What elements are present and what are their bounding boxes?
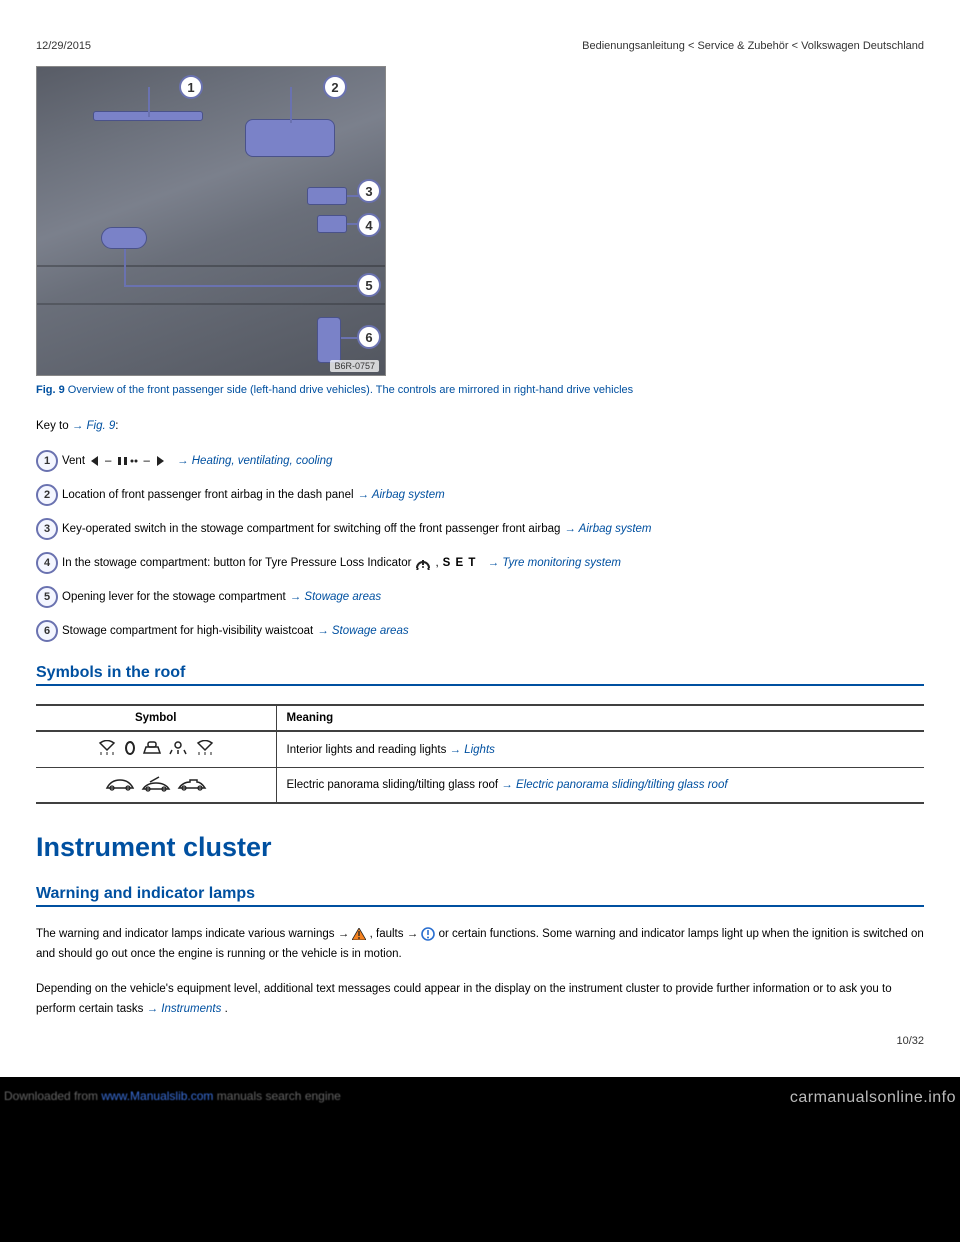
arrow: →: [338, 928, 350, 940]
zero-icon: [124, 740, 136, 756]
symbols-table: Symbol Meaning Interior lights and readi…: [36, 704, 924, 804]
page-number: 10/32: [36, 1035, 924, 1047]
item-number-icon: 3: [36, 518, 58, 540]
meaning-cell: Interior lights and reading lights → Lig…: [276, 731, 924, 768]
item-number-icon: 2: [36, 484, 58, 506]
car-roof-tilt-icon: [141, 776, 171, 792]
item-number-icon: 5: [36, 586, 58, 608]
row-text: Electric panorama sliding/tilting glass …: [287, 779, 502, 791]
p1a: The warning and indicator lamps indicate…: [36, 928, 338, 940]
section-title-lamps: Warning and indicator lamps: [36, 885, 924, 907]
p2-link[interactable]: → Instruments: [147, 1003, 222, 1015]
figure-callout-5: 5: [357, 273, 381, 297]
arrow: →: [407, 928, 419, 940]
table-header-symbol: Symbol: [36, 705, 276, 731]
key-to-suffix: :: [115, 420, 118, 432]
vent-right-icon: [154, 455, 166, 467]
list-item: 1 Vent – – → Heating, ventilating, cooli…: [36, 450, 924, 472]
car-roof-open-icon: [177, 777, 207, 791]
light-rays-icon: [168, 740, 188, 756]
header-date: 12/29/2015: [36, 40, 91, 52]
figure-caption: Fig. 9 Overview of the front passenger s…: [36, 384, 924, 396]
figure-callout-2: 2: [323, 75, 347, 99]
vent-left-icon: [89, 455, 101, 467]
page-footer: Downloaded from www.Manualslib.com manua…: [0, 1085, 960, 1115]
list-item: 2 Location of front passenger front airb…: [36, 484, 924, 506]
list-item: 5 Opening lever for the stowage compartm…: [36, 586, 924, 608]
document-page: 12/29/2015 Bedienungsanleitung < Service…: [0, 0, 960, 1077]
row-link[interactable]: → Lights: [450, 744, 495, 756]
chapter-title: Instrument cluster: [36, 832, 924, 863]
page-header: 12/29/2015 Bedienungsanleitung < Service…: [36, 40, 924, 52]
list-item: 6 Stowage compartment for high-visibilit…: [36, 620, 924, 642]
item-link[interactable]: → Stowage areas: [290, 591, 381, 603]
symbol-cell: [36, 768, 276, 804]
item-link[interactable]: → Airbag system: [564, 523, 651, 535]
table-header-meaning: Meaning: [276, 705, 924, 731]
meaning-cell: Electric panorama sliding/tilting glass …: [276, 768, 924, 804]
comma: ,: [435, 557, 438, 569]
interior-light-icon: [96, 740, 118, 756]
key-to-line: Key to → Fig. 9:: [36, 420, 924, 432]
car-roof-closed-icon: [105, 777, 135, 791]
dash: –: [105, 455, 111, 467]
header-breadcrumb: Bedienungsanleitung < Service & Zubehör …: [582, 40, 924, 52]
dash: –: [143, 455, 149, 467]
item-number-icon: 1: [36, 450, 58, 472]
figure-caption-bold: Fig. 9: [36, 384, 65, 396]
p2b: .: [225, 1003, 228, 1015]
table-row: Electric panorama sliding/tilting glass …: [36, 768, 924, 804]
vent-center-icon: [115, 455, 139, 467]
table-row: Interior lights and reading lights → Lig…: [36, 731, 924, 768]
section-title-roof: Symbols in the roof: [36, 664, 924, 686]
item-text: Key-operated switch in the stowage compa…: [62, 523, 560, 535]
footer-left-link[interactable]: www.Manualslib.com: [101, 1089, 213, 1103]
item-text: Opening lever for the stowage compartmen…: [62, 591, 286, 603]
item-number-icon: 6: [36, 620, 58, 642]
footer-left-suffix: manuals search engine: [213, 1089, 340, 1103]
list-item: 3 Key-operated switch in the stowage com…: [36, 518, 924, 540]
symbol-cell: [36, 731, 276, 768]
footer-left-prefix: Downloaded from: [4, 1089, 101, 1103]
lamps-paragraph-1: The warning and indicator lamps indicate…: [36, 925, 924, 964]
footer-right: carmanualsonline.info: [790, 1089, 956, 1107]
row-link[interactable]: → Electric panorama sliding/tilting glas…: [501, 779, 727, 791]
figure-label: B6R-0757: [330, 360, 379, 372]
figure-callout-6: 6: [357, 325, 381, 349]
figure-9: 1 2 3 4 5 6 B6R-0757: [36, 66, 386, 376]
item-link[interactable]: → Stowage areas: [317, 625, 408, 637]
item-text: Location of front passenger front airbag…: [62, 489, 354, 501]
reading-light-icon: [142, 740, 162, 756]
key-to-prefix: Key to: [36, 420, 72, 432]
item-text: In the stowage compartment: button for T…: [62, 557, 411, 569]
p1b: , faults: [370, 928, 407, 940]
item-number-icon: 4: [36, 552, 58, 574]
item-text: Stowage compartment for high-visibility …: [62, 625, 313, 637]
warning-triangle-icon: [352, 928, 366, 940]
figure-callout-1: 1: [179, 75, 203, 99]
item-link[interactable]: → Airbag system: [358, 489, 445, 501]
info-circle-icon: [421, 927, 435, 941]
figure-caption-text: Overview of the front passenger side (le…: [65, 384, 633, 396]
item-link[interactable]: → Tyre monitoring system: [488, 557, 621, 569]
list-item: 4 In the stowage compartment: button for…: [36, 552, 924, 574]
item-link[interactable]: → Heating, ventilating, cooling: [177, 455, 332, 467]
set-text-icon: S E T: [443, 557, 477, 569]
interior-light-icon-2: [194, 740, 216, 756]
key-to-link[interactable]: → Fig. 9: [72, 420, 115, 432]
tyre-warn-icon: [415, 556, 431, 570]
item-text: Vent: [62, 455, 85, 467]
row-text: Interior lights and reading lights: [287, 744, 450, 756]
figure-callout-4: 4: [357, 213, 381, 237]
lamps-paragraph-2: Depending on the vehicle's equipment lev…: [36, 980, 924, 1019]
footer-left: Downloaded from www.Manualslib.com manua…: [4, 1089, 341, 1107]
figure-callout-3: 3: [357, 179, 381, 203]
